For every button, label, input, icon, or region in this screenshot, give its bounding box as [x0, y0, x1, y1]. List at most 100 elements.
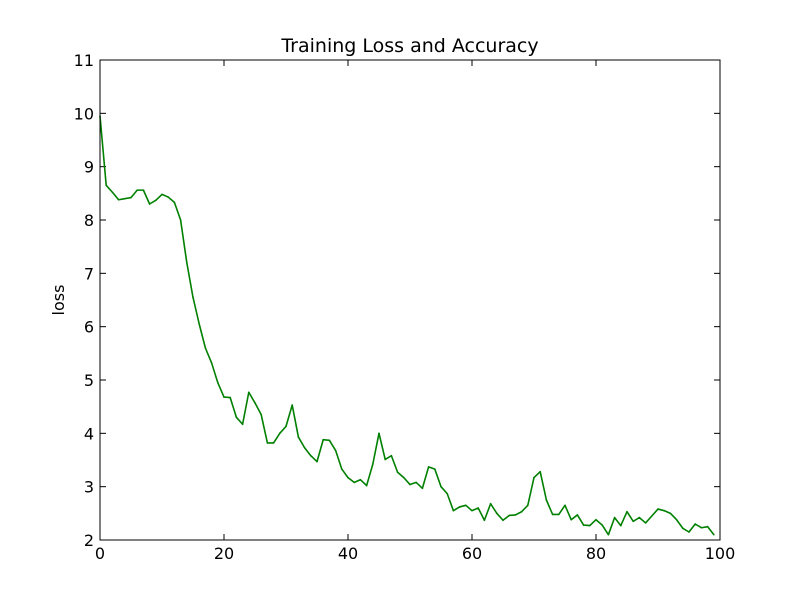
loss-point [409, 483, 411, 486]
x-tick-label: 20 [214, 544, 234, 563]
chart-title: Training Loss and Accuracy [280, 35, 538, 57]
loss-point [111, 191, 114, 194]
loss-point [539, 470, 541, 473]
loss-point [477, 507, 480, 509]
y-tick-label: 4 [84, 424, 94, 443]
loss-point [105, 184, 107, 187]
loss-point [595, 518, 597, 521]
loss-point [328, 439, 331, 442]
loss-point [297, 436, 300, 438]
loss-point [155, 199, 157, 202]
loss-point [508, 514, 511, 517]
loss-point [130, 196, 132, 199]
loss-point [651, 515, 653, 517]
plot-frame [99, 59, 721, 541]
loss-point [204, 347, 207, 349]
loss-point [272, 442, 275, 444]
y-tick-label: 2 [84, 531, 94, 550]
y-tick-label: 8 [84, 211, 94, 230]
loss-point [124, 197, 126, 200]
loss-point [198, 323, 200, 325]
loss-point [483, 519, 486, 522]
loss-point [415, 481, 418, 484]
loss-point [372, 463, 374, 466]
y-tick-label: 11 [74, 51, 94, 70]
loss-point [458, 506, 461, 508]
loss-point [675, 518, 678, 521]
loss-point [167, 196, 169, 198]
y-tick-label: 7 [84, 264, 94, 283]
x-tick-label: 40 [338, 544, 358, 563]
loss-point [161, 193, 163, 196]
loss-point [192, 296, 194, 299]
loss-point [663, 509, 665, 512]
loss-point [396, 471, 399, 474]
y-tick-label: 5 [84, 371, 94, 390]
loss-point [341, 468, 343, 470]
loss-point [285, 425, 287, 428]
loss-point [601, 524, 603, 526]
loss-point [471, 509, 473, 512]
loss-point [365, 484, 368, 487]
loss-point [570, 518, 572, 521]
loss-point [533, 476, 535, 479]
loss-point [279, 432, 281, 435]
loss-point [576, 514, 579, 516]
loss-point [564, 504, 566, 507]
loss-point [502, 519, 504, 522]
loss-point [700, 526, 703, 529]
loss-point [713, 533, 715, 536]
loss-point [248, 391, 250, 394]
loss-point [514, 514, 517, 516]
loss-point [626, 510, 628, 513]
loss-point [694, 523, 696, 525]
loss-point [440, 485, 442, 488]
loss-point [390, 454, 393, 457]
loss-point [378, 432, 380, 435]
loss-point [310, 454, 312, 457]
y-axis-label: loss [49, 285, 68, 316]
loss-point [384, 458, 387, 461]
loss-point [210, 362, 213, 364]
loss-point [434, 468, 436, 470]
loss-point [316, 460, 318, 463]
loss-point [117, 198, 120, 201]
loss-point [254, 402, 256, 404]
loss-point [682, 527, 684, 530]
y-tick-label: 3 [84, 478, 94, 497]
y-tick-label: 9 [84, 158, 94, 177]
loss-point [359, 478, 362, 481]
loss-point [291, 404, 294, 406]
loss-point [217, 381, 219, 384]
loss-point [632, 520, 634, 523]
loss-point [427, 466, 430, 468]
loss-point [558, 513, 560, 516]
loss-point [303, 446, 306, 449]
loss-point [527, 504, 529, 507]
x-tick-label: 100 [705, 544, 736, 563]
loss-point [644, 522, 647, 524]
loss-point [186, 261, 188, 264]
loss-point [148, 203, 151, 205]
loss-point [452, 509, 455, 512]
y-tick-label: 6 [84, 318, 94, 337]
loss-point [403, 476, 405, 479]
loss-point [657, 508, 659, 510]
y-tick-label: 10 [74, 104, 94, 123]
series-layer [99, 115, 715, 536]
loss-point [179, 219, 182, 221]
x-tick-label: 0 [95, 544, 105, 563]
loss-point [173, 201, 176, 204]
loss-point [235, 416, 238, 419]
loss-point [446, 492, 449, 495]
loss-point [620, 524, 622, 527]
loss-point [421, 487, 424, 490]
loss-point [347, 476, 349, 479]
loss-point [223, 396, 225, 398]
loss-point [545, 499, 548, 501]
x-tick-label: 60 [462, 544, 482, 563]
loss-point [496, 512, 498, 515]
loss-point [638, 516, 641, 519]
